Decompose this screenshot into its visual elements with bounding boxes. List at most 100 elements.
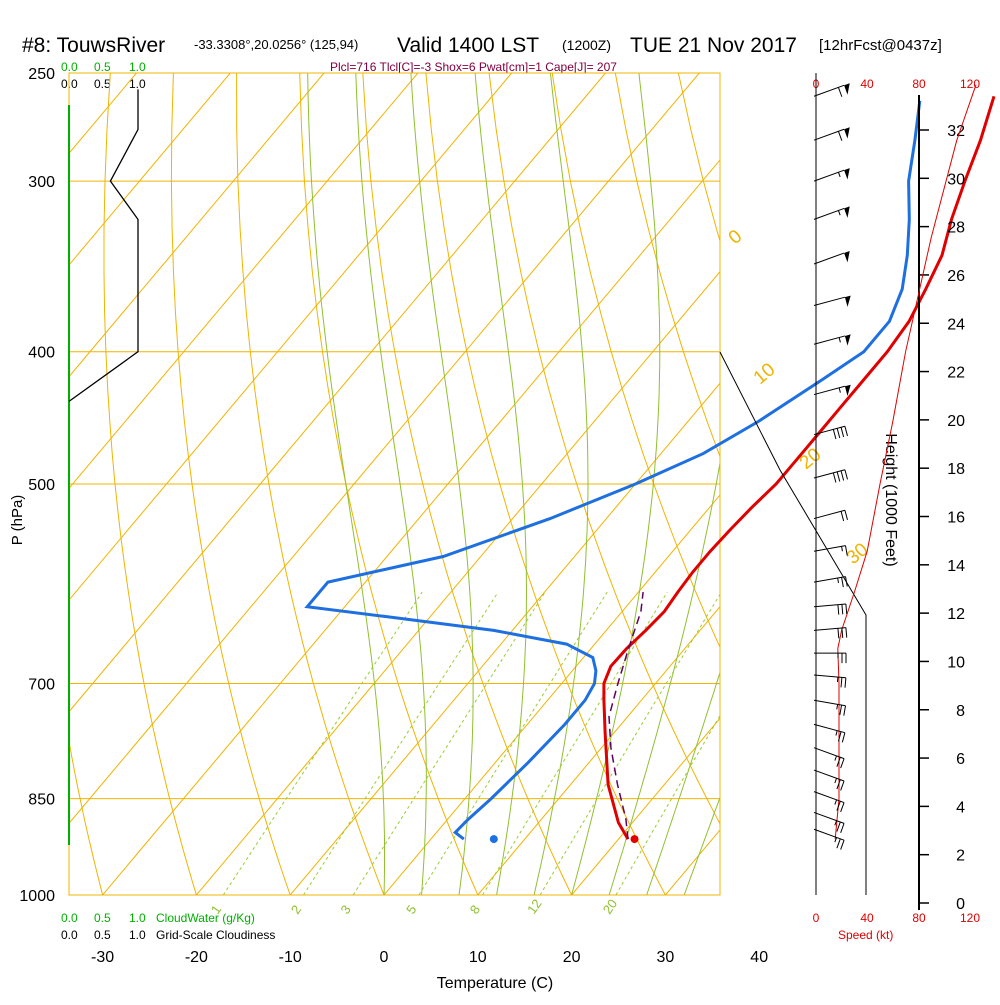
p-tick-label: 250	[28, 66, 55, 83]
mixing-ratio-label: 3	[337, 902, 353, 917]
barb-line	[841, 840, 844, 849]
barb-flag	[845, 296, 851, 307]
wind-barb	[814, 470, 847, 483]
cloudiness-bottom-tick: 0.0	[61, 928, 78, 942]
barb-staff	[814, 812, 844, 823]
wind-barb	[814, 675, 846, 688]
barb-line	[838, 628, 839, 638]
wind-barb	[814, 724, 845, 742]
surface-dewpoint-point	[490, 835, 498, 843]
p-tick-label: 850	[28, 792, 55, 809]
barb-line	[841, 677, 842, 687]
height-tick-label: 18	[947, 461, 965, 478]
cloudwater-top-tick: 1.0	[129, 60, 146, 74]
p-tick-label: 700	[28, 677, 55, 694]
barb-line	[844, 706, 846, 716]
barb-flag	[844, 127, 850, 138]
wind-barb	[814, 792, 844, 812]
wind-barb	[814, 700, 846, 715]
barb-staff	[814, 700, 846, 706]
wind-barb	[814, 653, 846, 663]
wind-barbs	[814, 83, 851, 849]
speed-bottom-ticks: 0 40 80 120	[813, 911, 981, 925]
barb-line	[841, 759, 844, 768]
barb-line	[841, 471, 844, 481]
wind-barb	[814, 628, 847, 639]
x-tick-label: 20	[563, 949, 581, 966]
temperature-line	[604, 96, 994, 839]
x-tick-label: 0	[380, 949, 389, 966]
height-tick-label: 28	[947, 220, 965, 237]
valid-date: TUE 21 Nov 2017	[630, 34, 797, 57]
speed-top-ticks: 0 40 80 120	[813, 77, 981, 91]
cloudiness-top-ticks: 0.0 0.5 1.0	[61, 77, 146, 91]
wind-barb	[814, 812, 844, 832]
barb-half	[839, 337, 840, 342]
cloudiness-top-tick: 0.5	[94, 77, 111, 91]
cloudiness-bottom-legend: 0.0 0.5 1.0 Grid-Scale Cloudiness	[61, 928, 275, 942]
barb-line	[845, 510, 848, 520]
speed-bottom-tick: 120	[960, 911, 980, 925]
barb-line	[841, 803, 844, 812]
height-tick-label: 32	[947, 123, 965, 140]
dry-adiabat-line	[805, 73, 1000, 895]
barb-staff	[814, 829, 844, 840]
barb-staff	[814, 253, 844, 264]
barb-staff	[814, 297, 845, 305]
barb-line	[841, 427, 844, 437]
adiabat-label: 10	[750, 359, 780, 389]
barb-line	[842, 604, 843, 614]
barb-line	[837, 839, 840, 848]
barb-line	[841, 781, 844, 790]
mixing-ratio-label: 8	[467, 902, 483, 917]
barb-line	[845, 678, 846, 688]
barb-half	[842, 546, 843, 551]
barb-staff	[814, 792, 844, 803]
mixing-ratio-label: 12	[524, 896, 545, 916]
mixing-ratio-line	[223, 592, 422, 895]
height-tick-label: 12	[947, 606, 965, 623]
cloudwater-top-ticks: 0.0 0.5 1.0	[61, 60, 146, 74]
barb-line	[840, 705, 842, 715]
moist-adiabat-line	[684, 73, 943, 895]
cloudwater-top-tick: 0.0	[61, 60, 78, 74]
height-tick-label: 30	[947, 171, 965, 188]
wind-barb	[814, 206, 850, 219]
barb-staff	[814, 577, 846, 583]
barb-flag	[844, 251, 850, 262]
barb-line	[838, 131, 841, 140]
height-tick-label: 26	[947, 268, 965, 285]
barb-line	[845, 470, 848, 480]
cloudwater-label: CloudWater (g/Kg)	[156, 911, 255, 925]
height-tick-label: 6	[956, 751, 965, 768]
p-tick-label: 400	[28, 345, 55, 362]
x-tick-label: -10	[279, 949, 302, 966]
barb-staff	[814, 770, 844, 781]
x-tick-label: -20	[185, 949, 208, 966]
barb-line	[837, 472, 840, 482]
barb-line	[846, 604, 847, 614]
barb-line	[838, 87, 841, 96]
barb-flag	[844, 168, 850, 179]
height-tick-label: 24	[947, 316, 965, 333]
barb-line	[838, 605, 839, 615]
wind-barb	[814, 385, 851, 396]
cloudwater-top-tick: 0.5	[94, 60, 111, 74]
wind-barb	[814, 168, 850, 181]
station-coords: -33.3308°,20.0256° (125,94)	[194, 37, 358, 52]
barb-line	[837, 822, 840, 831]
barb-line	[833, 473, 836, 483]
barb-staff	[814, 628, 846, 631]
barb-line	[833, 429, 836, 439]
x-tick-label: 10	[469, 949, 487, 966]
barb-staff	[814, 546, 846, 552]
adiabat-label: 20	[796, 444, 826, 474]
height-tick-label: 8	[956, 703, 965, 720]
barb-line	[841, 511, 844, 521]
barb-staff	[814, 604, 846, 607]
speed-bottom-tick: 80	[912, 911, 926, 925]
wind-barb	[814, 296, 851, 307]
mixing-ratio-line	[540, 592, 721, 895]
